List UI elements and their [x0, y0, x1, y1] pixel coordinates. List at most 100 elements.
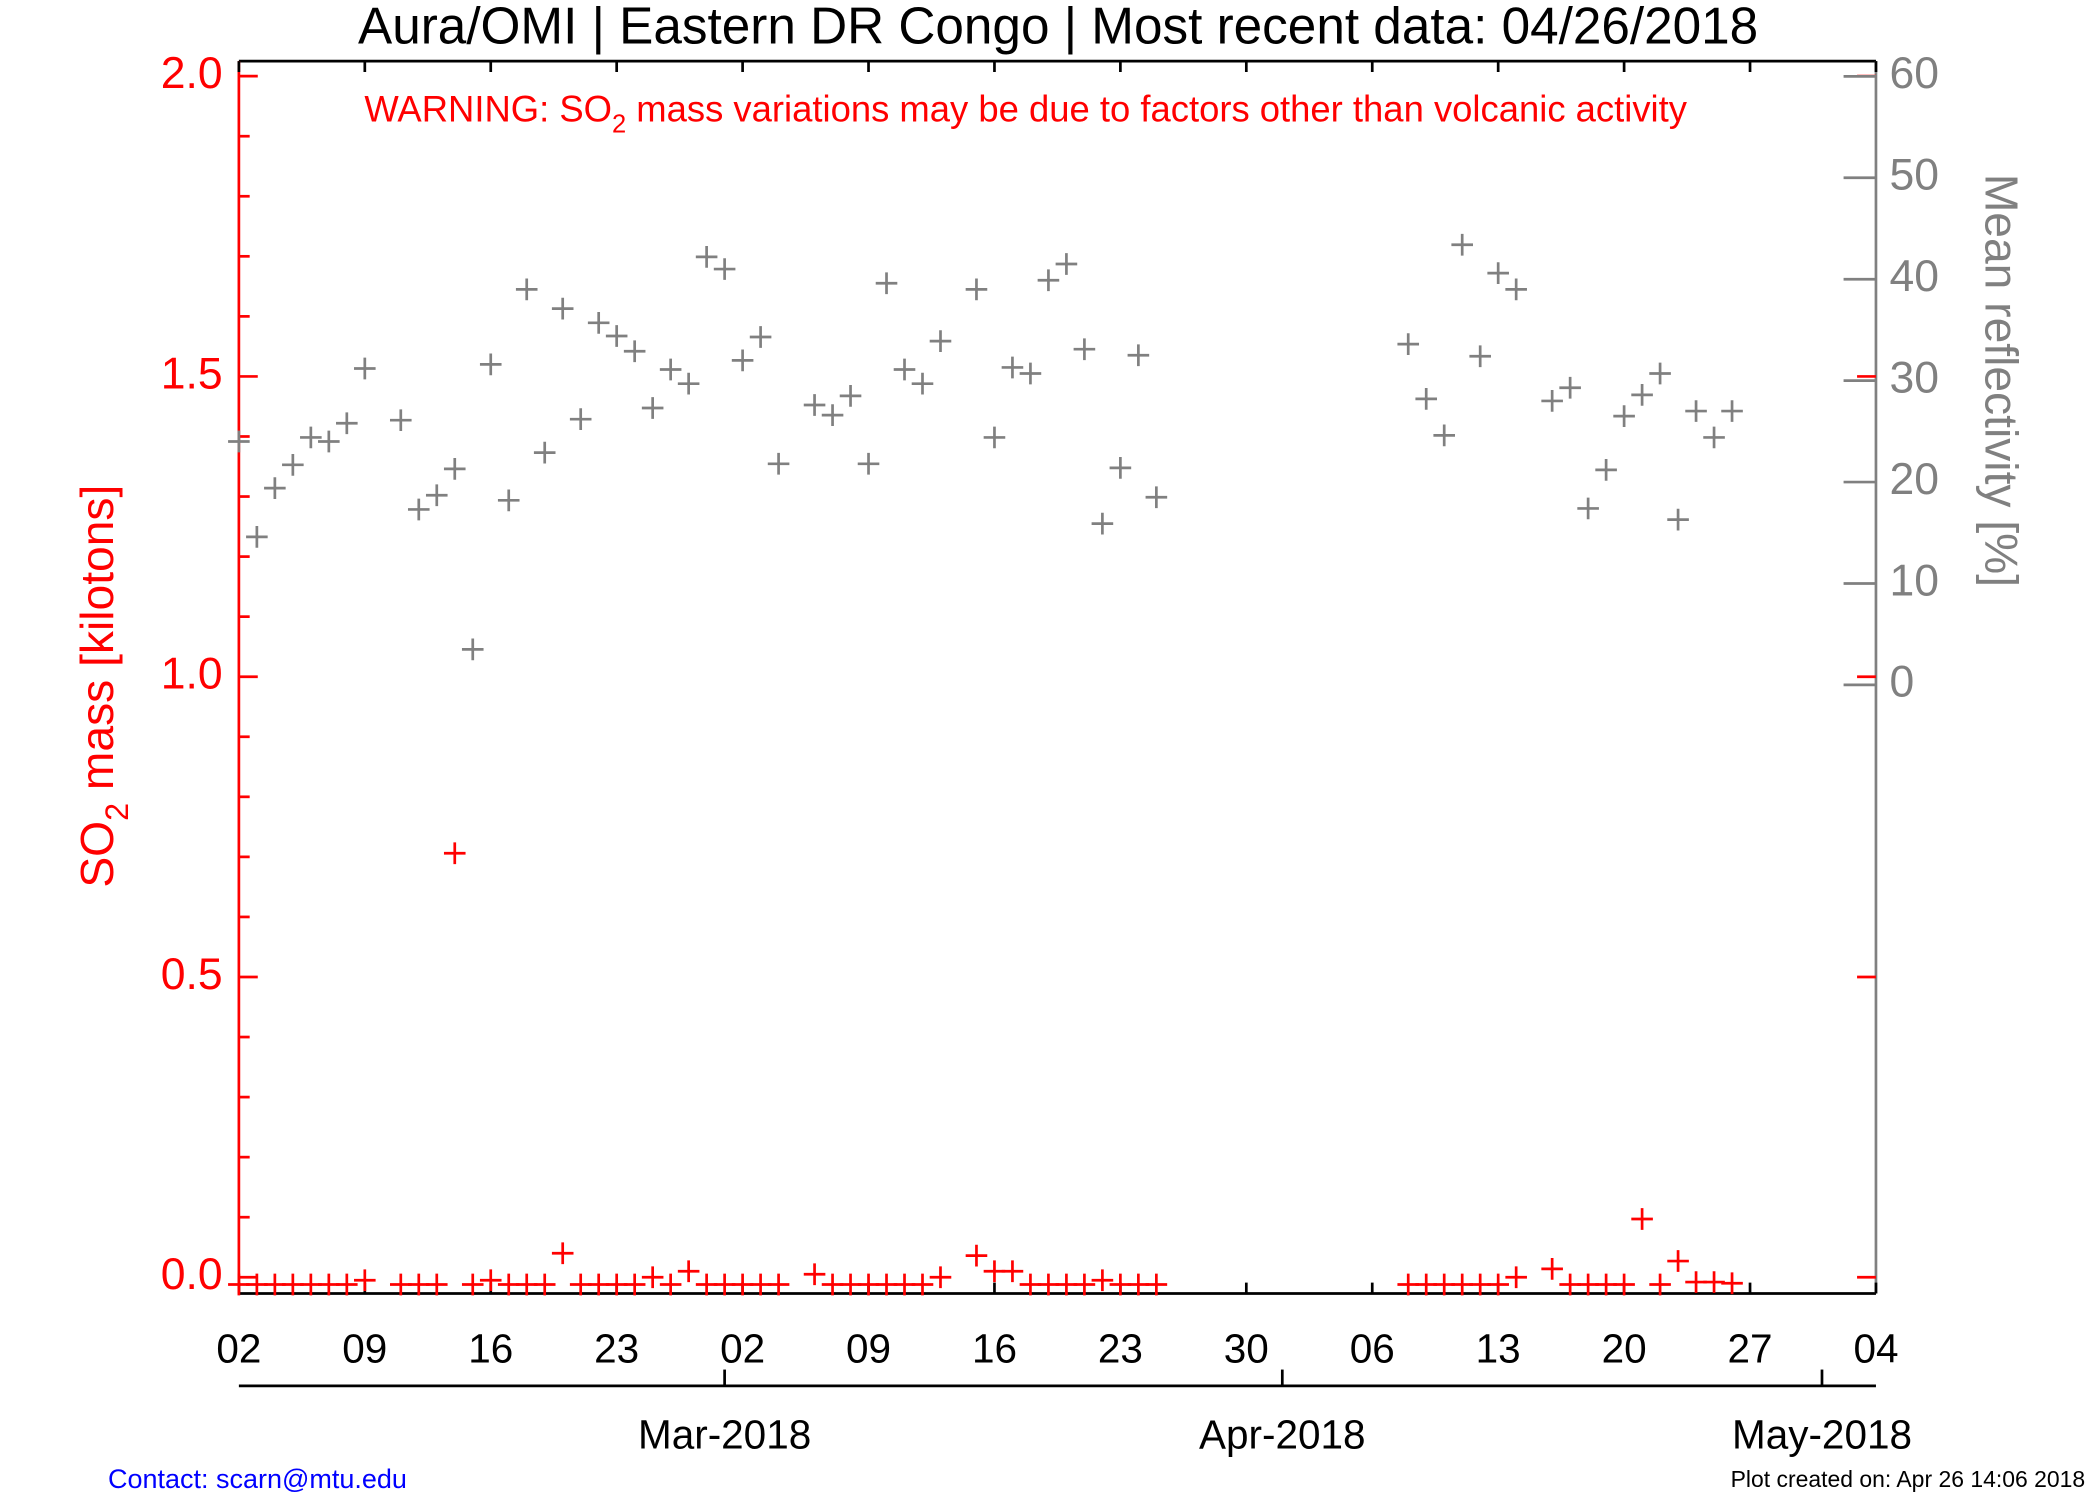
point	[767, 452, 790, 475]
text-part: mass variations may be due to factors ot…	[626, 88, 1688, 129]
point	[965, 1244, 988, 1267]
text-part: WARNING: SO	[364, 88, 612, 129]
point	[1019, 362, 1042, 385]
point	[803, 394, 826, 416]
x-tick-label: 20	[1602, 1326, 1647, 1372]
x-tick-label: 16	[972, 1326, 1017, 1372]
warning: WARNING: SO2 mass variations may be due …	[364, 88, 1687, 138]
month-tick-label: Mar-2018	[638, 1411, 811, 1457]
point	[1631, 1208, 1653, 1230]
x-tick-label: 02	[216, 1326, 261, 1372]
point	[354, 357, 376, 380]
point	[1055, 253, 1078, 275]
point	[659, 1273, 682, 1296]
point	[641, 1266, 664, 1289]
point	[1073, 338, 1096, 361]
point	[857, 452, 880, 475]
y-tick-label: 2.0	[161, 49, 223, 98]
point	[1721, 1272, 1743, 1295]
point	[389, 409, 412, 432]
point	[875, 272, 898, 295]
point	[461, 638, 484, 661]
point	[731, 349, 754, 372]
point	[1613, 1273, 1635, 1296]
point	[1001, 1260, 1024, 1283]
y-axis-label: SO2 mass [kilotons]	[71, 485, 134, 888]
y2-tick-label: 0	[1889, 658, 1914, 707]
point	[1685, 400, 1707, 422]
point	[1073, 1273, 1096, 1296]
y-tick-label: 1.5	[161, 349, 223, 398]
point	[354, 1269, 376, 1292]
point	[1145, 1273, 1168, 1296]
point	[300, 426, 322, 449]
point	[551, 1242, 574, 1265]
point	[569, 408, 592, 431]
point	[443, 458, 466, 480]
point	[336, 412, 358, 435]
point	[1721, 400, 1743, 422]
point	[533, 1273, 556, 1296]
point	[911, 1273, 934, 1296]
point	[803, 1263, 826, 1286]
y-tick-label: 0.5	[161, 950, 223, 999]
point	[929, 1266, 952, 1289]
x-tick-label: 23	[594, 1326, 639, 1372]
point	[1595, 459, 1617, 481]
x-tick-label: 23	[1098, 1326, 1143, 1372]
month-tick-label: May-2018	[1732, 1411, 1912, 1457]
point	[1541, 390, 1563, 412]
x-tick-label: 16	[468, 1326, 513, 1372]
y2-tick-label: 30	[1889, 353, 1939, 402]
point	[1037, 269, 1060, 292]
x-tick-label: 27	[1728, 1326, 1773, 1372]
point	[1091, 1269, 1114, 1292]
point	[605, 325, 628, 347]
point	[336, 1273, 358, 1296]
point	[246, 525, 268, 548]
text-part: 2	[612, 110, 626, 138]
point	[1505, 278, 1527, 301]
text-part: 2	[99, 803, 135, 821]
point	[1667, 1250, 1689, 1272]
point	[623, 340, 646, 363]
point	[749, 326, 772, 348]
point	[551, 297, 574, 320]
point	[677, 372, 700, 395]
point	[1091, 512, 1114, 535]
point	[1397, 333, 1420, 355]
point	[1631, 383, 1653, 406]
point	[1649, 1273, 1671, 1296]
month-tick-label: Apr-2018	[1199, 1411, 1366, 1457]
point	[1559, 376, 1581, 399]
x-tick-label: 06	[1350, 1326, 1395, 1372]
point	[587, 311, 610, 334]
point	[497, 489, 520, 512]
x-tick-label: 09	[846, 1326, 891, 1372]
y-tick-label: 0.0	[161, 1250, 223, 1299]
point	[965, 278, 988, 301]
point	[264, 477, 286, 500]
point	[821, 404, 844, 426]
text-part: SO	[71, 821, 123, 888]
y2-tick-label: 20	[1889, 455, 1939, 504]
created-note: Plot created on: Apr 26 14:06 2018	[1731, 1466, 2086, 1492]
point	[1451, 233, 1473, 256]
point	[479, 1269, 502, 1292]
point	[695, 246, 718, 268]
point	[1613, 405, 1635, 428]
point	[1667, 508, 1689, 531]
point	[1649, 362, 1671, 385]
x-tick-label: 09	[342, 1326, 387, 1372]
point	[1541, 1257, 1563, 1280]
point	[461, 1273, 484, 1296]
point	[407, 498, 430, 521]
y2-tick-label: 60	[1889, 49, 1939, 98]
x-tick-label: 04	[1853, 1326, 1898, 1372]
point	[1469, 345, 1491, 368]
point	[1505, 1266, 1527, 1289]
point	[1127, 344, 1150, 367]
point	[1415, 388, 1438, 410]
point	[839, 384, 862, 407]
